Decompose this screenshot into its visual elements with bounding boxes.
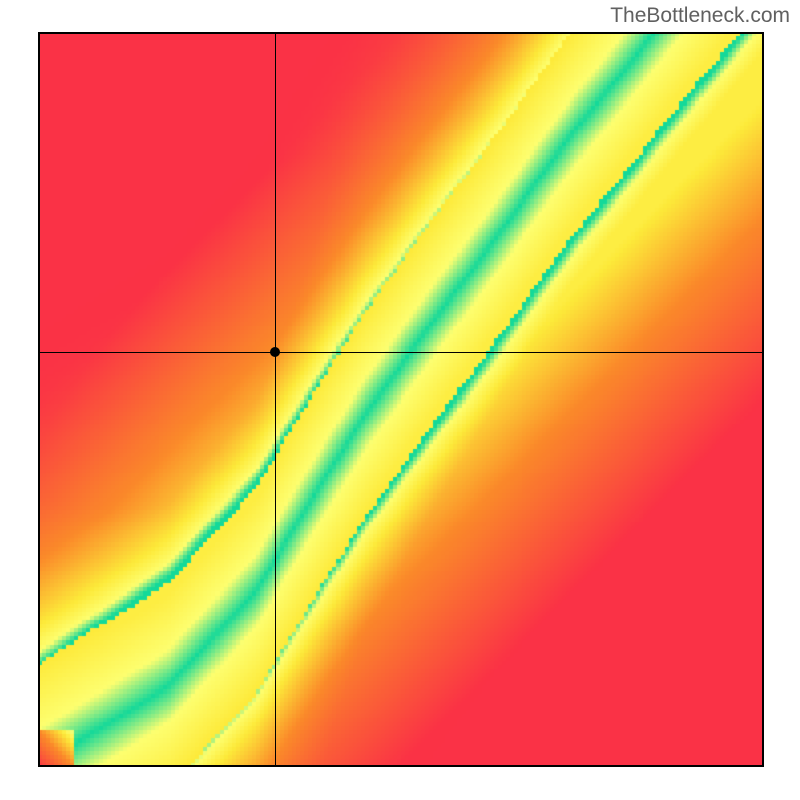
heatmap-plot [38, 32, 764, 767]
crosshair-horizontal [38, 352, 764, 353]
crosshair-vertical [275, 32, 276, 767]
crosshair-marker [270, 347, 280, 357]
watermark-text: TheBottleneck.com [610, 4, 790, 28]
heatmap-canvas [38, 32, 764, 767]
chart-container: TheBottleneck.com [0, 0, 800, 800]
